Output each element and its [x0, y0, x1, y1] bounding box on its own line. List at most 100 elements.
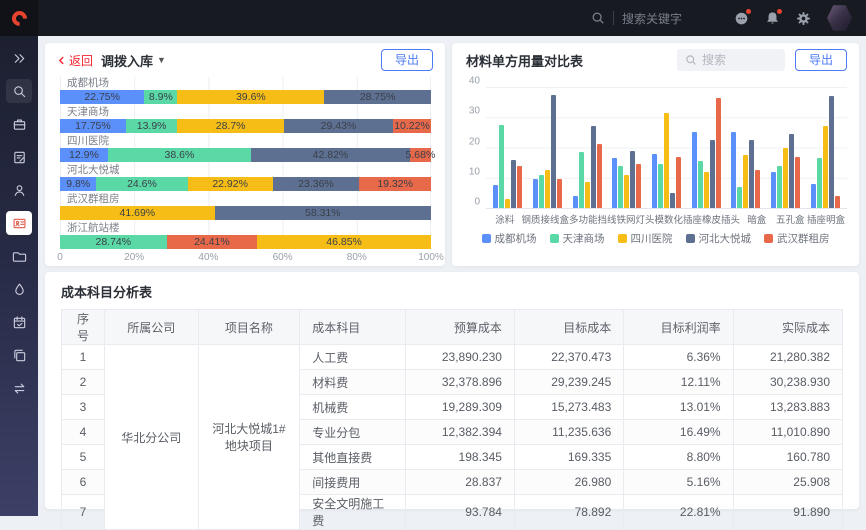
bar-天津商场: [658, 164, 664, 208]
sidebar-item-copy[interactable]: [6, 343, 32, 367]
table-cell: 13,283.883: [732, 394, 844, 420]
bar-四川医院: [703, 171, 709, 208]
sidebar-item-calendar[interactable]: [6, 310, 32, 334]
table-cell: 16.49%: [623, 419, 734, 445]
axis-tick: 30: [468, 105, 480, 117]
axis-tick: 20: [468, 136, 480, 147]
export-button[interactable]: 导出: [794, 49, 847, 71]
category-label: 铁网灯头: [616, 215, 655, 226]
bar-成都机场: [493, 185, 499, 208]
table-search[interactable]: [676, 49, 785, 71]
export-button[interactable]: 导出: [380, 49, 433, 71]
user-avatar[interactable]: [827, 5, 852, 31]
sidebar-item-id-card[interactable]: [6, 211, 32, 235]
table-header: 成本科目: [299, 309, 406, 345]
legend-label: 天津商场: [562, 233, 605, 245]
back-button[interactable]: 返回: [57, 52, 93, 69]
axis-tick: 10: [468, 166, 480, 178]
bar-河北大悦城: [551, 94, 556, 208]
bar-segment: 38.6%: [107, 148, 252, 162]
sidebar-item-document-edit[interactable]: [6, 145, 32, 169]
table-cell: 6.36%: [623, 344, 734, 370]
chat-icon: [735, 12, 748, 24]
bar-四川医院: [783, 147, 789, 208]
bar-武汉群租房: [517, 165, 523, 208]
table-cell: 12.11%: [623, 369, 734, 395]
table-cell: 15,273.483: [513, 394, 625, 420]
stacked-chart-row: 成都机场 22.75% 8.9% 39.6% 28.75%: [60, 77, 431, 104]
bar-segment: 46.85%: [257, 235, 431, 249]
stacked-chart-rows: 成都机场 22.75% 8.9% 39.6% 28.75% 天津商场 17.75% 13.9%…: [60, 77, 435, 249]
messages-button[interactable]: [734, 8, 751, 26]
bar-河北大悦城: [630, 150, 636, 208]
bar-成都机场: [731, 132, 737, 208]
app-logo[interactable]: [0, 0, 38, 36]
sidebar-item-transfer[interactable]: [6, 376, 32, 400]
bar-河北大悦城: [590, 126, 596, 208]
bar-武汉群租房: [636, 164, 642, 208]
category-label: 四川医院: [67, 135, 109, 147]
table-cell: 其他直接费: [299, 444, 406, 470]
bar-segment: 28.75%: [324, 90, 431, 104]
folder-icon: [12, 251, 26, 262]
table-row: 2 材料费 32,378.896 29,239.245 12.11% 30,238.930: [61, 369, 844, 395]
bell-icon: [767, 11, 778, 24]
legend-item[interactable]: 四川医院: [617, 231, 673, 246]
category-label: 武汉群租房: [67, 193, 120, 205]
search-input[interactable]: [701, 53, 772, 67]
notifications-button[interactable]: [765, 8, 782, 26]
chevron-down-icon[interactable]: ▼: [157, 55, 166, 65]
bar-成都机场: [652, 153, 658, 208]
table-header: 目标利润率: [623, 309, 734, 345]
table-cell: 专业分包: [299, 419, 406, 445]
bar-河北大悦城: [670, 192, 676, 208]
table-cell: 28.837: [404, 469, 515, 495]
grouped-chart-legend: 成都机场 天津商场 四川医院 河北大悦城 武汉群租房: [452, 231, 859, 246]
table-cell: 32,378.896: [404, 369, 515, 395]
legend-swatch: [764, 234, 773, 243]
sidebar-item-user[interactable]: [6, 178, 32, 202]
table-cell: 25.908: [732, 469, 844, 495]
stacked-bar: 22.75% 8.9% 39.6% 28.75%: [60, 90, 431, 104]
stacked-chart-row: 四川医院 12.9% 38.6% 42.82% 5.68%: [60, 135, 435, 162]
table-cell: 169.335: [513, 444, 625, 470]
search-icon: [686, 55, 696, 65]
legend-item[interactable]: 天津商场: [549, 231, 605, 246]
table-cell: 7: [61, 494, 105, 530]
axis-tick: 0: [57, 252, 63, 263]
table-cell: 3: [61, 394, 105, 420]
bar-天津商场: [578, 152, 584, 208]
table-cell: 198.345: [404, 444, 515, 470]
legend-item[interactable]: 河北大悦城: [685, 231, 751, 246]
cost-analysis-table: 序号 所属公司 项目名称 成本科目 预算成本 目标成本 目标利润率 实际成本 1 华北分公司 河北…: [61, 309, 844, 530]
legend-item[interactable]: 武汉群租房: [764, 231, 830, 246]
bar-group: [686, 87, 726, 208]
settings-button[interactable]: [796, 11, 811, 26]
table-cell: 11,010.890: [732, 419, 844, 445]
bar-武汉群租房: [834, 195, 840, 208]
table-cell: 6: [61, 469, 105, 495]
sidebar-item-folder[interactable]: [6, 244, 32, 268]
panel-title: 调拨入库: [101, 53, 154, 69]
legend-item[interactable]: 成都机场: [481, 231, 537, 246]
table-cell: 78.892: [513, 494, 625, 530]
sidebar-item-expand[interactable]: [6, 46, 32, 70]
legend-swatch: [685, 234, 695, 243]
sidebar-item-search[interactable]: [6, 79, 32, 103]
bar-四川医院: [664, 112, 670, 208]
sidebar-item-droplet[interactable]: [6, 277, 32, 301]
sidebar-item-briefcase[interactable]: [6, 112, 32, 136]
bar-segment: 12.9%: [60, 148, 108, 162]
table-row: 3 机械费 19,289.309 15,273.483 13.01% 13,283.883: [61, 394, 844, 420]
table-cell: 5: [61, 444, 105, 470]
table-row: 6 间接费用 28.837 26.980 5.16% 25.908: [61, 469, 844, 495]
bar-天津商场: [697, 161, 703, 208]
bar-武汉群租房: [755, 170, 761, 208]
bar-segment: 22.75%: [60, 90, 145, 104]
bar-成都机场: [533, 179, 538, 208]
global-search[interactable]: 搜索关键字: [591, 10, 682, 27]
category-label: 天津商场: [67, 106, 109, 118]
stacked-bar: 12.9% 38.6% 42.82% 5.68%: [60, 148, 435, 162]
stacked-bar: 41.69% 58.31%: [60, 206, 431, 220]
table-cell: 华北分公司: [103, 344, 199, 530]
